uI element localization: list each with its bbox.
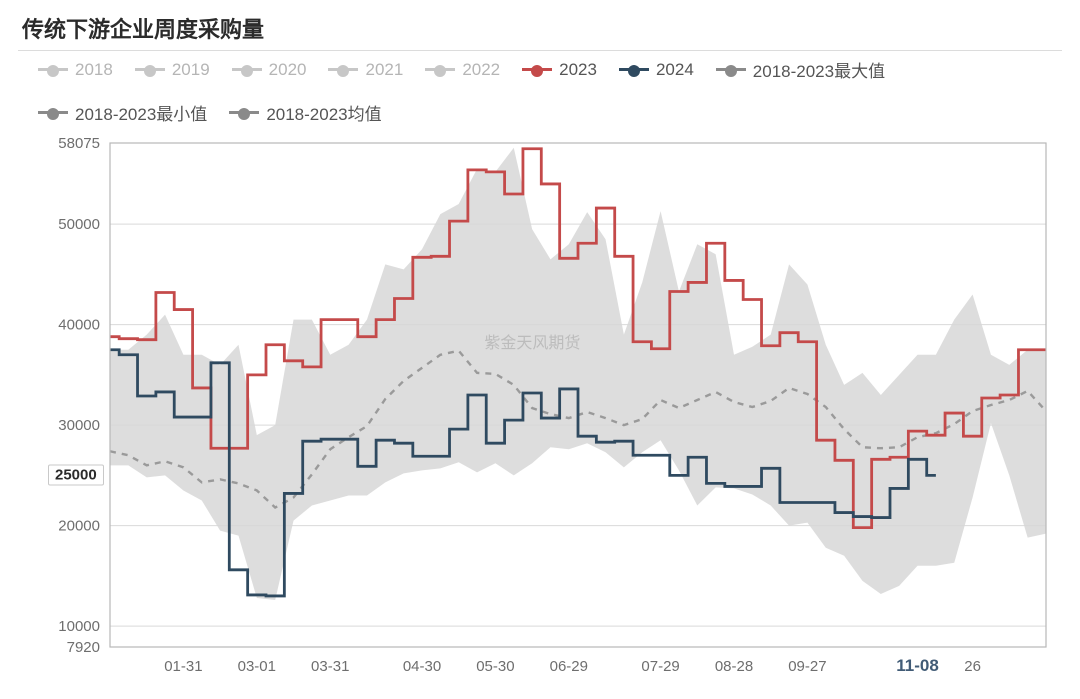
legend-label: 2021 bbox=[365, 60, 403, 80]
legend-item[interactable]: 2021 bbox=[328, 60, 403, 80]
x-tick-label: 03-31 bbox=[311, 658, 349, 675]
legend-swatch bbox=[425, 68, 455, 71]
legend-label: 2018-2023最大值 bbox=[753, 57, 885, 82]
x-tick-label: 05-30 bbox=[476, 658, 514, 675]
legend-label: 2022 bbox=[462, 60, 500, 80]
y-axis-highlight-label: 25000 bbox=[48, 465, 104, 486]
x-tick-label: 08-28 bbox=[715, 658, 753, 675]
chart-title: 传统下游企业周度采购量 bbox=[22, 12, 1062, 44]
legend-swatch bbox=[38, 68, 68, 71]
x-tick-label: 06-29 bbox=[550, 658, 588, 675]
y-tick-label: 58075 bbox=[58, 135, 100, 152]
y-tick-label: 50000 bbox=[58, 216, 100, 233]
legend-item[interactable]: 2022 bbox=[425, 60, 500, 80]
y-tick-label: 40000 bbox=[58, 317, 100, 334]
legend-item[interactable]: 2019 bbox=[135, 60, 210, 80]
legend-item[interactable]: 2020 bbox=[232, 60, 307, 80]
legend-swatch bbox=[232, 68, 262, 71]
x-tick-label: 01-31 bbox=[164, 658, 202, 675]
chart-svg: 7920 10000 20000 30000 40000 50000 58075 01-31 0… bbox=[18, 129, 1062, 689]
legend-item[interactable]: 2024 bbox=[619, 60, 694, 80]
legend-item[interactable]: 2018-2023均值 bbox=[229, 100, 381, 125]
legend: 2018 2019 2020 2021 2022 2023 2024 2018-2023最大值… bbox=[38, 57, 1062, 125]
legend-swatch bbox=[619, 68, 649, 71]
x-tick-label: 04-30 bbox=[403, 658, 441, 675]
x-tick-label: 07-29 bbox=[641, 658, 679, 675]
legend-item[interactable]: 2023 bbox=[522, 60, 597, 80]
legend-swatch bbox=[522, 68, 552, 71]
y-tick-label: 30000 bbox=[58, 417, 100, 434]
legend-item[interactable]: 2018 bbox=[38, 60, 113, 80]
legend-swatch bbox=[135, 68, 165, 71]
legend-item[interactable]: 2018-2023最大值 bbox=[716, 57, 885, 82]
legend-swatch bbox=[229, 111, 259, 114]
x-tick-label: 26 bbox=[964, 658, 981, 675]
x-tick-label: 03-01 bbox=[238, 658, 276, 675]
x-tick-label: 09-27 bbox=[788, 658, 826, 675]
legend-label: 2020 bbox=[269, 60, 307, 80]
legend-label: 2018-2023均值 bbox=[266, 100, 381, 125]
legend-label: 2018-2023最小值 bbox=[75, 100, 207, 125]
legend-label: 2024 bbox=[656, 60, 694, 80]
legend-swatch bbox=[716, 68, 746, 71]
y-tick-label: 10000 bbox=[58, 618, 100, 635]
x-tick-label: 11-08 bbox=[896, 656, 939, 675]
legend-swatch bbox=[328, 68, 358, 71]
chart-page: { "title": "传统下游企业周度采购量", "watermark": "… bbox=[0, 0, 1080, 699]
title-rule bbox=[18, 50, 1062, 51]
legend-label: 2019 bbox=[172, 60, 210, 80]
y-tick-label: 7920 bbox=[67, 639, 100, 656]
legend-item[interactable]: 2018-2023最小值 bbox=[38, 100, 207, 125]
chart-area: 7920 10000 20000 30000 40000 50000 58075 01-31 0… bbox=[18, 129, 1062, 689]
legend-label: 2018 bbox=[75, 60, 113, 80]
legend-label: 2023 bbox=[559, 60, 597, 80]
legend-swatch bbox=[38, 111, 68, 114]
y-tick-label: 20000 bbox=[58, 518, 100, 535]
